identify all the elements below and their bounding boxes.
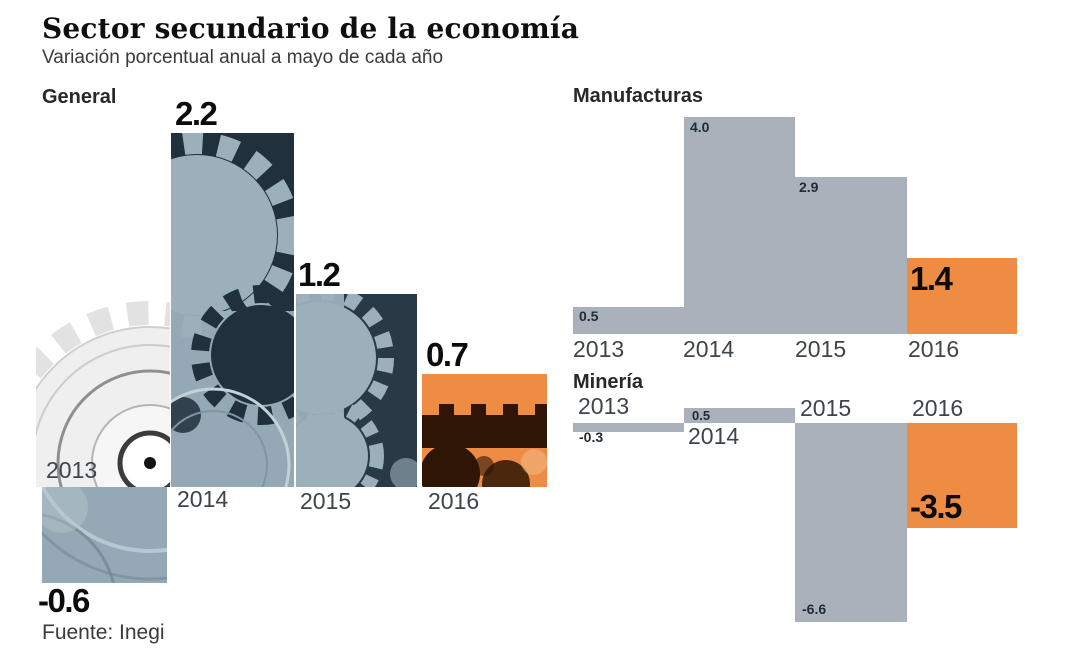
gear-texture-svg (296, 294, 417, 487)
axis-label-mineria-2016: 2016 (912, 395, 964, 421)
axis-label-manufacturas-2015: 2015 (795, 336, 847, 362)
bar-general-2013 (42, 487, 167, 583)
axis-label-general-2014: 2014 (177, 486, 229, 512)
bar-general-2016-highlight (422, 374, 547, 487)
value-label-manufacturas-2015: 2.9 (799, 179, 819, 195)
gear-texture-svg (422, 393, 547, 487)
value-label-mineria-2013: -0.3 (579, 429, 604, 445)
chart-title-mineria: Minería (573, 371, 644, 393)
bar-general-2015 (296, 294, 417, 487)
value-label-manufacturas-2016: 1.4 (910, 260, 953, 297)
axis-label-manufacturas-2014: 2014 (683, 336, 735, 362)
axis-label-general-2016: 2016 (428, 488, 480, 514)
bar-mineria-2015 (795, 423, 907, 622)
bar-manufacturas-2016-highlight (907, 258, 1017, 334)
axis-label-general-2013: 2013 (46, 457, 98, 483)
value-label-manufacturas-2013: 0.5 (579, 308, 599, 324)
value-label-manufacturas-2014: 4.0 (690, 119, 710, 135)
value-label-general-2015: 1.2 (298, 256, 341, 293)
axis-label-mineria-2015: 2015 (800, 395, 852, 421)
source-credit: Fuente: Inegi (42, 621, 165, 644)
page-subtitle: Variación porcentual anual a mayo de cad… (42, 47, 444, 68)
bar-manufacturas-2014 (684, 117, 795, 334)
gear-texture-svg (42, 487, 167, 583)
bar-manufacturas-2015 (795, 177, 907, 334)
bar-manufacturas-2013 (573, 307, 684, 334)
axis-label-mineria-2014: 2014 (688, 423, 740, 449)
axis-label-mineria-2013: 2013 (578, 393, 630, 419)
gears-photo-background (36, 301, 170, 487)
bar-mineria-2013 (573, 423, 684, 432)
bar-mineria-2016-highlight (907, 423, 1017, 528)
value-label-mineria-2014: 0.5 (692, 408, 711, 423)
light-gear-illustration (36, 301, 170, 487)
chart-title-manufacturas: Manufacturas (573, 85, 704, 107)
value-label-mineria-2015: -6.6 (802, 601, 827, 617)
chart-title-general: General (42, 86, 117, 108)
value-label-general-2014: 2.2 (175, 95, 218, 132)
axis-label-manufacturas-2013: 2013 (573, 336, 625, 362)
value-label-mineria-2016: -3.5 (910, 488, 962, 525)
page-title: Sector secundario de la economía (42, 12, 580, 45)
value-label-general-2013: -0.6 (38, 582, 90, 619)
axis-label-manufacturas-2016: 2016 (908, 336, 960, 362)
axis-label-general-2015: 2015 (300, 488, 352, 514)
bar-mineria-2014 (684, 408, 795, 423)
bar-general-2014 (171, 133, 294, 487)
gear-texture-svg (171, 133, 294, 487)
value-label-general-2016: 0.7 (426, 336, 469, 373)
